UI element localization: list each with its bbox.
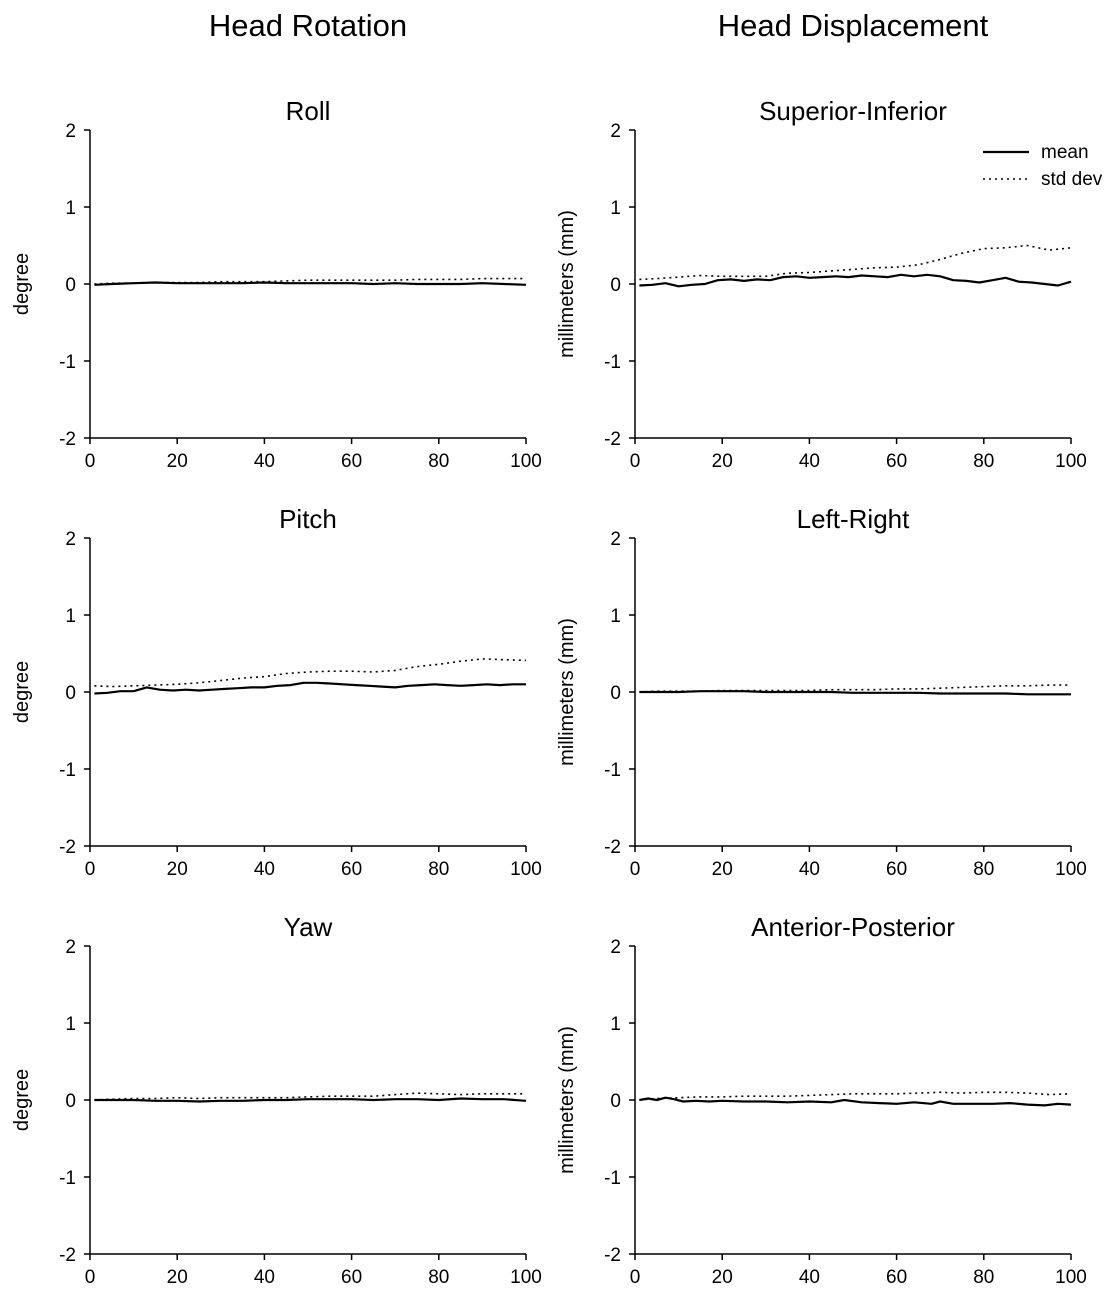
y-tick-label: 2 bbox=[65, 937, 76, 958]
x-tick-label: 80 bbox=[428, 1267, 449, 1288]
x-tick-label: 20 bbox=[167, 859, 188, 880]
y-axis-label: millimeters (mm) bbox=[556, 1026, 578, 1174]
x-tick-label: 80 bbox=[428, 859, 449, 880]
x-tick-label: 0 bbox=[85, 1267, 96, 1288]
x-tick-label: 80 bbox=[973, 451, 994, 472]
y-tick-label: -2 bbox=[604, 429, 621, 450]
column-title-head-rotation: Head Rotation bbox=[208, 8, 408, 43]
y-axis-label: degree bbox=[11, 661, 33, 723]
y-tick-label: 2 bbox=[65, 121, 76, 142]
x-tick-label: 100 bbox=[510, 859, 542, 880]
legend-label-std-dev: std dev bbox=[1041, 169, 1103, 190]
y-axis-label: millimeters (mm) bbox=[556, 210, 578, 358]
y-tick-label: -1 bbox=[604, 1168, 621, 1189]
y-tick-label: -2 bbox=[59, 1245, 76, 1266]
panel-title-superior-inferior: Superior-Inferior bbox=[759, 96, 947, 126]
y-tick-label: -2 bbox=[59, 837, 76, 858]
y-tick-label: 0 bbox=[610, 683, 621, 704]
x-tick-label: 100 bbox=[1055, 859, 1087, 880]
x-tick-label: 40 bbox=[254, 859, 275, 880]
y-tick-label: 0 bbox=[65, 275, 76, 296]
x-tick-label: 80 bbox=[973, 1267, 994, 1288]
y-tick-label: -2 bbox=[59, 429, 76, 450]
column-title-head-displacement: Head Displacement bbox=[717, 8, 989, 43]
x-tick-label: 40 bbox=[799, 451, 820, 472]
series-line-mean bbox=[639, 273, 1072, 288]
x-tick-label: 80 bbox=[428, 451, 449, 472]
x-tick-label: 100 bbox=[1055, 1267, 1087, 1288]
series-line-std-dev bbox=[639, 1091, 1072, 1101]
x-tick-label: 60 bbox=[886, 1267, 907, 1288]
x-tick-label: 0 bbox=[630, 451, 641, 472]
x-tick-label: 0 bbox=[85, 859, 96, 880]
y-tick-label: -1 bbox=[59, 1168, 76, 1189]
x-tick-label: 100 bbox=[510, 451, 542, 472]
y-tick-label: 1 bbox=[65, 606, 76, 627]
y-tick-label: 1 bbox=[65, 198, 76, 219]
y-tick-label: 2 bbox=[610, 529, 621, 550]
y-tick-label: -2 bbox=[604, 837, 621, 858]
y-axis-label: degree bbox=[11, 1069, 33, 1131]
panel-title-anterior-posterior: Anterior-Posterior bbox=[751, 912, 955, 942]
y-tick-label: 0 bbox=[65, 1091, 76, 1112]
series-line-mean bbox=[94, 681, 526, 695]
x-tick-label: 40 bbox=[799, 859, 820, 880]
x-tick-label: 80 bbox=[973, 859, 994, 880]
legend-label-mean: mean bbox=[1041, 142, 1089, 163]
x-tick-label: 0 bbox=[85, 451, 96, 472]
series-line-mean bbox=[639, 1096, 1072, 1107]
y-tick-label: 2 bbox=[610, 937, 621, 958]
series-line-std-dev bbox=[639, 244, 1072, 281]
x-tick-label: 60 bbox=[886, 451, 907, 472]
y-tick-label: -1 bbox=[59, 760, 76, 781]
y-tick-label: -1 bbox=[59, 352, 76, 373]
panel-title-roll: Roll bbox=[286, 96, 331, 126]
y-tick-label: -1 bbox=[604, 352, 621, 373]
series-line-mean bbox=[94, 1097, 527, 1103]
x-tick-label: 100 bbox=[510, 1267, 542, 1288]
panel-title-pitch: Pitch bbox=[279, 504, 337, 534]
y-tick-label: 2 bbox=[65, 529, 76, 550]
panel-title-left-right: Left-Right bbox=[797, 504, 910, 534]
series-line-std-dev bbox=[94, 658, 527, 688]
y-axis-label: millimeters (mm) bbox=[556, 618, 578, 766]
x-tick-label: 20 bbox=[712, 451, 733, 472]
y-tick-label: 1 bbox=[610, 1014, 621, 1035]
x-tick-label: 0 bbox=[630, 859, 641, 880]
y-axis-label: degree bbox=[11, 253, 33, 315]
x-tick-label: 60 bbox=[341, 451, 362, 472]
x-tick-label: 60 bbox=[341, 859, 362, 880]
y-tick-label: -1 bbox=[604, 760, 621, 781]
y-tick-label: 0 bbox=[610, 1091, 621, 1112]
y-tick-label: 1 bbox=[610, 198, 621, 219]
series-line-mean bbox=[639, 690, 1071, 696]
series-line-mean bbox=[94, 281, 527, 286]
x-tick-label: 60 bbox=[886, 859, 907, 880]
x-tick-label: 0 bbox=[630, 1267, 641, 1288]
y-tick-label: 2 bbox=[610, 121, 621, 142]
x-tick-label: 20 bbox=[167, 451, 188, 472]
x-tick-label: 20 bbox=[167, 1267, 188, 1288]
x-tick-label: 20 bbox=[712, 859, 733, 880]
y-tick-label: 1 bbox=[65, 1014, 76, 1035]
x-tick-label: 20 bbox=[712, 1267, 733, 1288]
y-tick-label: 0 bbox=[610, 275, 621, 296]
panel-title-yaw: Yaw bbox=[284, 912, 333, 942]
x-tick-label: 40 bbox=[254, 1267, 275, 1288]
x-tick-label: 40 bbox=[799, 1267, 820, 1288]
x-tick-label: 60 bbox=[341, 1267, 362, 1288]
legend: mean std dev bbox=[983, 142, 1103, 190]
x-tick-label: 40 bbox=[254, 451, 275, 472]
y-tick-label: 0 bbox=[65, 683, 76, 704]
x-tick-label: 100 bbox=[1055, 451, 1087, 472]
y-tick-label: -2 bbox=[604, 1245, 621, 1266]
y-tick-label: 1 bbox=[610, 606, 621, 627]
